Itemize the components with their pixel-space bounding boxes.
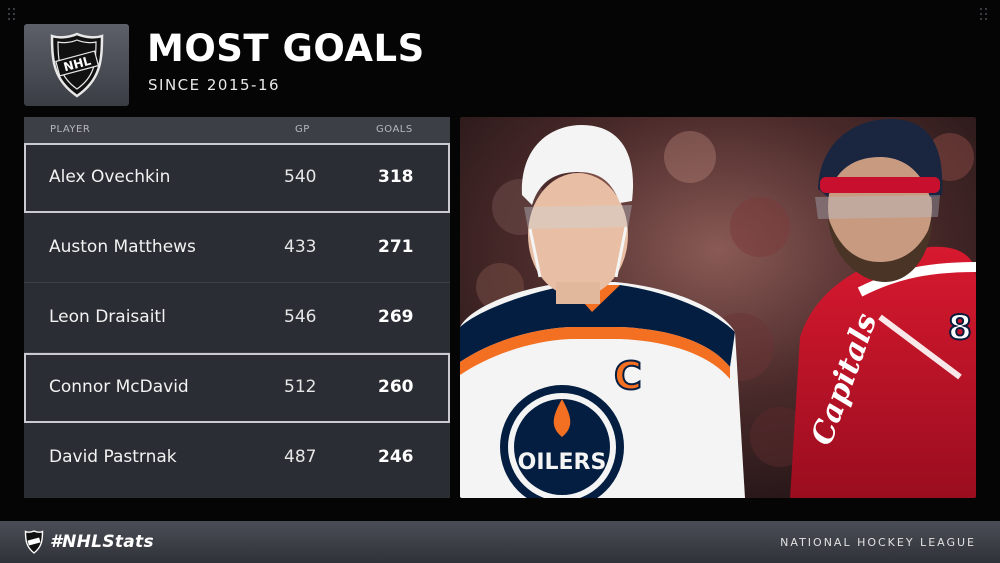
table-row: Leon Draisaitl 546 269 [24,283,450,353]
column-header-goals: GOALS [376,124,413,135]
table-row: Alex Ovechkin 540 318 [24,143,450,213]
footer-bar: #NHLStats NATIONAL HOCKEY LEAGUE [0,521,1000,563]
league-name: NATIONAL HOCKEY LEAGUE [780,536,976,549]
nhl-shield-icon: NHL [50,32,103,98]
goals-value: 269 [378,307,414,327]
games-played: 512 [284,377,317,397]
goals-value: 318 [378,167,414,187]
corner-dots-left [8,8,20,22]
page-title: MOST GOALS [147,27,425,70]
column-header-player: PLAYER [50,124,91,135]
corner-dots-right [980,8,992,22]
player-name: Connor McDavid [49,377,189,397]
table-row: Auston Matthews 433 271 [24,213,450,283]
players-illustration: 8 Capitals C OILERS [460,117,976,498]
games-played: 487 [284,447,317,467]
page-subtitle: SINCE 2015-16 [148,76,281,94]
goals-value: 246 [378,447,414,467]
player-name: Leon Draisaitl [49,307,166,327]
hashtag: #NHLStats [50,532,154,552]
column-header-gp: GP [295,124,310,135]
goals-value: 271 [378,237,414,257]
svg-text:8: 8 [948,308,972,348]
player-name: David Pastrnak [49,447,177,467]
table-row: Connor McDavid 512 260 [24,353,450,423]
games-played: 433 [284,237,317,257]
player-name: Alex Ovechkin [49,167,171,187]
svg-text:C: C [614,354,642,398]
games-played: 540 [284,167,317,187]
table-row: David Pastrnak 487 246 [24,423,450,493]
nhl-logo-box: NHL [24,24,129,106]
svg-text:OILERS: OILERS [518,450,607,475]
nhl-mini-logo-icon [24,530,44,554]
table-header: PLAYER GP GOALS [24,117,450,143]
player-name: Auston Matthews [49,237,196,257]
stats-table: PLAYER GP GOALS Alex Ovechkin 540 318 Au… [24,117,450,498]
games-played: 546 [284,307,317,327]
players-photo: 8 Capitals C OILERS [460,117,976,498]
goals-value: 260 [378,377,414,397]
